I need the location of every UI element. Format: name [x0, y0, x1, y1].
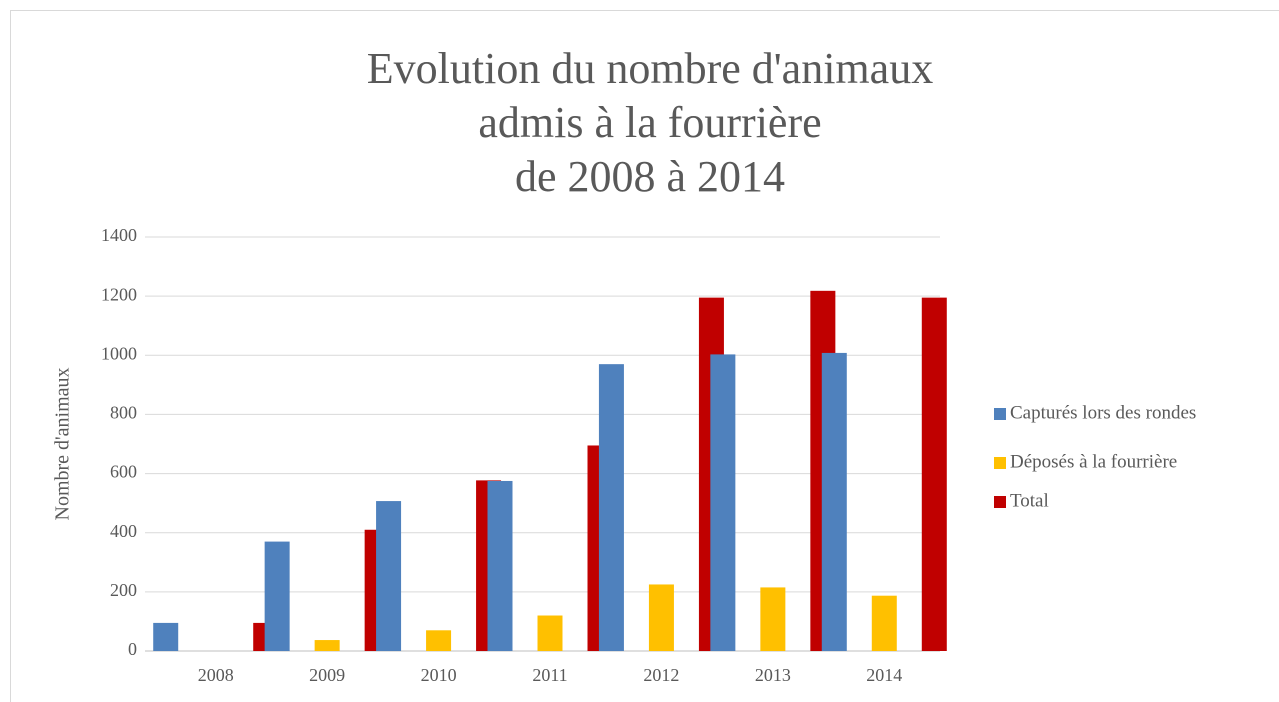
x-tick-label: 2011 [532, 665, 567, 685]
x-tick-label: 2008 [198, 665, 234, 685]
bar [598, 364, 624, 651]
bar [153, 622, 179, 651]
legend-swatch [994, 496, 1006, 508]
bar [376, 501, 402, 651]
x-tick-label: 2014 [866, 665, 902, 685]
bar [537, 615, 563, 651]
y-axis-label: Nombre d'animaux [52, 367, 74, 520]
y-tick-label: 600 [110, 462, 137, 482]
legend-label: Capturés lors des rondes [1010, 402, 1196, 423]
x-tick-label: 2012 [643, 665, 679, 685]
x-tick-label: 2013 [755, 665, 791, 685]
bar [487, 480, 513, 651]
bar [760, 587, 786, 651]
bar [264, 541, 290, 651]
bar [871, 595, 897, 651]
legend-label: Total [1010, 490, 1049, 511]
x-tick-label: 2009 [309, 665, 345, 685]
y-tick-label: 1400 [101, 225, 137, 245]
legend-label: Déposés à la fourrière [1010, 451, 1177, 472]
bar [710, 354, 736, 651]
chart-title: admis à la fourrière [478, 98, 821, 147]
chart-frame [10, 10, 1279, 702]
bar [921, 297, 947, 651]
legend-swatch [994, 408, 1006, 420]
chart-title: Evolution du nombre d'animaux [367, 44, 933, 93]
bar [426, 630, 452, 651]
y-tick-label: 400 [110, 521, 137, 541]
legend-swatch [994, 457, 1006, 469]
chart-title: de 2008 à 2014 [515, 152, 785, 201]
y-tick-label: 0 [128, 639, 137, 659]
bar [821, 352, 847, 651]
y-tick-label: 800 [110, 403, 137, 423]
bar [314, 640, 340, 651]
x-tick-label: 2010 [421, 665, 457, 685]
bar [648, 584, 674, 651]
y-tick-label: 1000 [101, 343, 137, 363]
y-tick-label: 1200 [101, 284, 137, 304]
y-tick-label: 200 [110, 580, 137, 600]
